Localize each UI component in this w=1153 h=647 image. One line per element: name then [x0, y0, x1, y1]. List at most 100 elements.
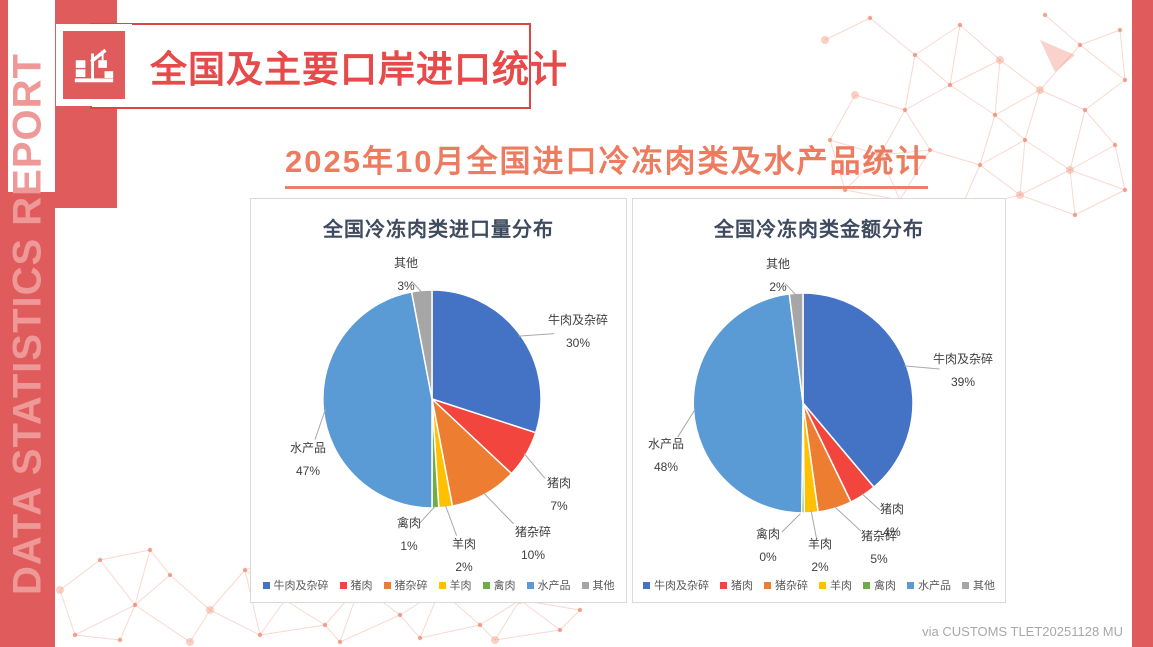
legend-label: 其他 — [592, 580, 615, 592]
legend-label: 猪杂碎 — [394, 580, 428, 592]
legend-label: 羊肉 — [449, 580, 472, 592]
legend-marker-icon — [438, 581, 446, 589]
pie-label-percent: 48% — [653, 460, 679, 474]
legend-item-4: 羊肉 — [438, 577, 472, 593]
label-leader-line — [861, 493, 881, 511]
label-leader-line — [444, 505, 458, 536]
legend-marker-icon — [863, 581, 870, 589]
label-leader-line — [523, 453, 546, 479]
legend-marker-icon — [720, 581, 727, 589]
pie-label-3: 猪杂碎 5% — [861, 525, 897, 571]
label-leader-line — [419, 505, 436, 524]
pie-slice-6 — [322, 291, 433, 509]
label-leader-line — [677, 408, 696, 438]
pie-label-percent: 1% — [400, 539, 418, 553]
chart-panel-import-volume: 全国冷冻肉类进口量分布 牛肉及杂碎 30% 猪肉 7% 猪杂碎 10% 羊肉 2% 禽肉 1% 水产… — [250, 198, 627, 603]
label-leader-line — [314, 408, 326, 440]
legend-item-7: 其他 — [962, 577, 995, 593]
legend-marker-icon — [383, 581, 391, 589]
pie-label-percent: 0% — [759, 550, 777, 564]
pie-label-percent: 39% — [950, 375, 976, 389]
legend-label: 猪杂碎 — [775, 580, 808, 592]
pie-label-7: 其他 2% — [766, 253, 790, 299]
pie-label-category: 猪杂碎 — [514, 525, 552, 539]
legend-marker-icon — [482, 581, 490, 589]
legend-label: 猪肉 — [731, 580, 753, 592]
legend-label: 水产品 — [918, 580, 951, 592]
pie-label-5: 禽肉 0% — [756, 523, 780, 569]
chart-title: 全国冷冻肉类进口量分布 — [323, 219, 554, 241]
legend-item-3: 猪杂碎 — [764, 577, 808, 593]
pie-label-5: 禽肉 1% — [397, 512, 421, 558]
label-leader-line — [483, 492, 514, 525]
chart-legend: 牛肉及杂碎 猪肉 猪杂碎 羊肉 禽肉 水产品 其他 — [251, 577, 626, 593]
pie-label-category: 羊肉 — [807, 537, 833, 551]
pie-label-7: 其他 3% — [394, 252, 418, 298]
legend-marker-icon — [907, 581, 914, 589]
header-icon-frame — [56, 24, 132, 106]
legend-label: 禽肉 — [493, 580, 516, 592]
pie-label-1: 牛肉及杂碎 30% — [548, 309, 608, 355]
legend-item-5: 禽肉 — [863, 577, 896, 593]
pie-label-6: 水产品 48% — [648, 433, 684, 479]
legend-marker-icon — [262, 581, 270, 589]
pie-label-1: 牛肉及杂碎 39% — [933, 348, 993, 394]
legend-item-2: 猪肉 — [720, 577, 753, 593]
legend-label: 水产品 — [537, 580, 571, 592]
label-leader-line — [784, 283, 797, 296]
pie-label-category: 禽肉 — [755, 527, 781, 541]
pie-label-category: 牛肉及杂碎 — [932, 352, 994, 366]
pie-label-6: 水产品 47% — [290, 437, 326, 483]
label-leader-line — [518, 333, 555, 337]
pie-chart — [314, 281, 555, 536]
pie-label-4: 羊肉 2% — [808, 533, 832, 579]
pie-label-category: 牛肉及杂碎 — [547, 313, 609, 327]
port-crane-icon — [63, 31, 125, 99]
pie-label-percent: 4% — [883, 525, 901, 539]
pie-label-category: 其他 — [393, 256, 419, 270]
legend-item-1: 牛肉及杂碎 — [262, 577, 329, 593]
legend-label: 牛肉及杂碎 — [273, 580, 329, 592]
pie-label-category: 水产品 — [647, 437, 685, 451]
pie-label-category: 猪肉 — [879, 502, 905, 516]
legend-marker-icon — [819, 581, 826, 589]
pie-label-3: 猪杂碎 10% — [515, 521, 551, 567]
left-band-notch — [8, 0, 55, 192]
legend-label: 牛肉及杂碎 — [654, 580, 709, 592]
chart-legend: 牛肉及杂碎 猪肉 猪杂碎 羊肉 禽肉 水产品 其他 — [633, 577, 1005, 593]
pie-label-percent: 3% — [397, 279, 415, 293]
sidebar-watermark-text: DATA STATISTICS REPORT — [5, 53, 50, 595]
pie-slice-1 — [431, 289, 542, 434]
chart-panel-import-value: 全国冷冻肉类金额分布 牛肉及杂碎 39% 猪肉 4% 猪杂碎 5% 羊肉 2% 禽肉 0% 水产品 4… — [632, 198, 1006, 603]
legend-item-6: 水产品 — [526, 577, 571, 593]
pie-label-2: 猪肉 4% — [880, 498, 904, 544]
footer-credit: via CUSTOMS TLET20251128 MU — [922, 624, 1123, 639]
pie-label-category: 其他 — [765, 257, 791, 271]
legend-item-1: 牛肉及杂碎 — [643, 577, 709, 593]
pie-label-category: 羊肉 — [451, 537, 477, 551]
legend-item-2: 猪肉 — [339, 577, 373, 593]
pie-label-category: 猪肉 — [546, 476, 572, 490]
pie-label-percent: 7% — [550, 499, 568, 513]
pie-slice-7 — [410, 289, 433, 400]
slide-subtitle: 2025年10月全国进口冷冻肉类及水产品统计 — [285, 136, 929, 189]
chart-title: 全国冷冻肉类金额分布 — [714, 219, 924, 241]
legend-marker-icon — [581, 581, 589, 589]
label-leader-line — [781, 510, 804, 533]
pie-label-category: 猪杂碎 — [860, 529, 898, 543]
legend-marker-icon — [962, 581, 969, 589]
right-red-band — [1132, 0, 1153, 647]
legend-item-3: 猪杂碎 — [383, 577, 428, 593]
pie-label-percent: 30% — [565, 336, 591, 350]
legend-label: 猪肉 — [350, 580, 373, 592]
legend-label: 禽肉 — [874, 580, 896, 592]
pie-label-4: 羊肉 2% — [452, 533, 476, 579]
port-crane-icon-glyph — [74, 48, 114, 83]
label-leader-line — [810, 510, 817, 538]
label-leader-line — [833, 506, 862, 532]
slide-subtitle-text: 2025年10月全国进口冷冻肉类及水产品统计 — [285, 136, 929, 189]
pie-label-percent: 2% — [769, 280, 787, 294]
legend-label: 其他 — [973, 580, 995, 592]
label-leader-line — [412, 281, 423, 293]
